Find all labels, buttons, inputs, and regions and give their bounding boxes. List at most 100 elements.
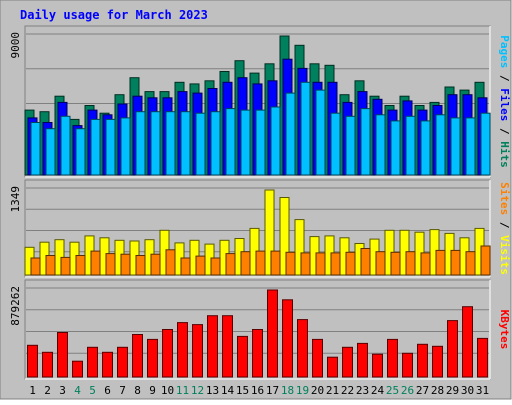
bar-kbytes-day-11: [177, 322, 188, 378]
bar-sites-day-8: [135, 255, 146, 276]
bar-kbytes-day-1: [27, 344, 38, 378]
bar-kbytes-day-24: [372, 353, 383, 378]
series-sites: [30, 245, 491, 276]
bar-sites-day-12: [195, 255, 206, 276]
bar-sites-day-31: [480, 245, 491, 276]
panel-pages_files_hits: 9000 Pages / Files / Hits: [9, 25, 511, 178]
legend-separator: /: [498, 68, 511, 88]
bar-pages-day-8: [135, 111, 146, 176]
legend-hits: Hits: [498, 141, 511, 168]
bar-kbytes-day-3: [57, 332, 68, 378]
x-tick-label-day-2: 2: [44, 384, 51, 397]
panel-max-label: 1349: [9, 186, 22, 213]
x-tick-label-day-8: 8: [134, 384, 141, 397]
x-tick-label-day-19: 19: [296, 384, 309, 397]
x-tick-label-day-24: 24: [371, 384, 385, 397]
bar-kbytes-day-30: [462, 306, 473, 378]
bar-pages-day-22: [345, 115, 356, 176]
x-tick-label-day-29: 29: [446, 384, 459, 397]
bar-kbytes-day-18: [282, 299, 293, 378]
bar-kbytes-day-5: [87, 346, 98, 378]
bar-sites-day-2: [45, 255, 56, 276]
bar-pages-day-29: [450, 117, 461, 176]
bar-pages-day-2: [45, 128, 56, 176]
bar-pages-day-18: [285, 92, 296, 176]
bar-sites-day-7: [120, 253, 131, 276]
bar-kbytes-day-4: [72, 360, 83, 378]
bar-pages-day-31: [480, 112, 491, 176]
bar-kbytes-day-27: [417, 343, 428, 378]
x-tick-label-day-7: 7: [119, 384, 126, 397]
x-tick-label-day-15: 15: [236, 384, 249, 397]
bar-pages-day-15: [240, 109, 251, 176]
x-tick-label-day-9: 9: [149, 384, 156, 397]
bar-kbytes-day-7: [117, 346, 128, 378]
series-kbytes: [27, 289, 488, 378]
x-tick-label-day-1: 1: [29, 384, 36, 397]
bar-kbytes-day-15: [237, 335, 248, 378]
bar-sites-day-21: [330, 252, 341, 276]
x-tick-label-day-27: 27: [416, 384, 429, 397]
bar-pages-day-5: [90, 118, 101, 176]
panel-max-label: 9000: [9, 32, 22, 59]
bar-sites-day-1: [30, 257, 41, 276]
chart-title: Daily usage for March 2023: [20, 8, 208, 22]
bar-pages-day-4: [75, 128, 86, 176]
bar-kbytes-day-8: [132, 334, 143, 378]
bar-kbytes-day-12: [192, 324, 203, 378]
bar-kbytes-day-21: [327, 356, 338, 378]
x-axis-labels: 1 2 3 4 5 6 7 8 9 10 11 12 13 14 15 16 17 18 19 20 21 22 23 24 2…: [29, 384, 489, 397]
x-tick-label-day-26: 26: [401, 384, 414, 397]
panel-visits_sites: 1349 Sites / Visits: [9, 179, 511, 278]
bar-pages-day-21: [330, 112, 341, 176]
bar-kbytes-day-13: [207, 315, 218, 378]
bar-kbytes-day-14: [222, 315, 233, 378]
bar-kbytes-day-23: [357, 342, 368, 378]
bar-pages-day-27: [420, 120, 431, 176]
panels-layer: 9000 Pages / Files / Hits 1349 Sites / Visi…: [9, 25, 511, 380]
bar-kbytes-day-2: [42, 351, 53, 378]
bar-kbytes-day-16: [252, 329, 263, 378]
bar-sites-day-11: [180, 257, 191, 276]
bar-sites-day-4: [75, 255, 86, 276]
bar-sites-day-10: [165, 249, 176, 276]
x-tick-label-day-6: 6: [104, 384, 111, 397]
bar-sites-day-17: [270, 250, 281, 276]
bar-sites-day-6: [105, 253, 116, 276]
x-tick-label-day-21: 21: [326, 384, 339, 397]
bar-pages-day-20: [315, 89, 326, 176]
bar-kbytes-day-29: [447, 320, 458, 378]
x-tick-label-day-10: 10: [161, 384, 174, 397]
bar-pages-day-28: [435, 114, 446, 176]
legend-files: Files: [498, 88, 511, 121]
bar-kbytes-day-6: [102, 351, 113, 378]
bar-pages-day-12: [195, 112, 206, 176]
bar-pages-day-16: [255, 109, 266, 176]
bar-pages-day-19: [300, 81, 311, 176]
x-tick-label-day-30: 30: [461, 384, 474, 397]
bar-kbytes-day-19: [297, 319, 308, 378]
x-tick-label-day-11: 11: [176, 384, 189, 397]
bar-pages-day-30: [465, 117, 476, 176]
x-tick-label-day-18: 18: [281, 384, 294, 397]
bar-visits-day-18: [279, 197, 290, 276]
x-tick-label-day-16: 16: [251, 384, 264, 397]
bar-sites-day-15: [240, 251, 251, 276]
bar-pages-day-14: [225, 108, 236, 176]
bar-sites-day-30: [465, 251, 476, 276]
panel-side-legend: KBytes: [498, 310, 511, 350]
bar-kbytes-day-25: [387, 338, 398, 378]
x-tick-label-day-25: 25: [386, 384, 399, 397]
bar-sites-day-26: [405, 251, 416, 276]
legend-sites: Sites: [498, 182, 511, 215]
bar-pages-day-10: [165, 111, 176, 176]
bar-sites-day-13: [210, 257, 221, 276]
x-tick-label-day-28: 28: [431, 384, 444, 397]
bar-pages-day-9: [150, 111, 161, 176]
bar-kbytes-day-31: [477, 337, 488, 378]
bar-sites-day-23: [360, 248, 371, 276]
bar-sites-day-3: [60, 256, 71, 276]
bar-sites-day-5: [90, 250, 101, 276]
bar-sites-day-25: [390, 251, 401, 276]
